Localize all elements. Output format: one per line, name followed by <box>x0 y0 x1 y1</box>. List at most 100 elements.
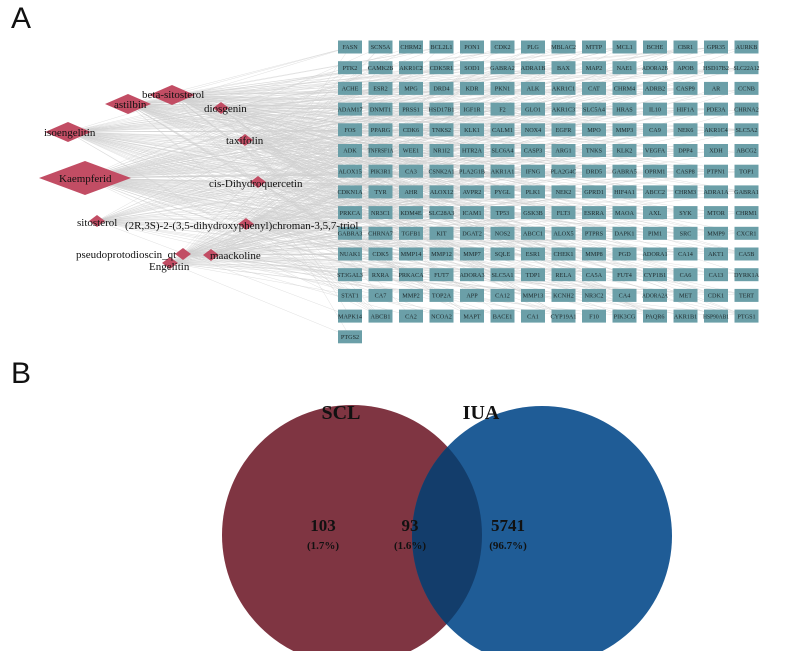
gene-node: KLK2 <box>612 144 637 157</box>
network-edge <box>169 88 442 264</box>
gene-node: AKR1C3 <box>551 102 576 116</box>
gene-node: AKR1A1 <box>490 164 515 178</box>
gene-label: SLC28A3 <box>429 210 455 217</box>
gene-node-box <box>521 309 545 323</box>
gene-node: TNKS <box>582 144 606 157</box>
gene-label: AURKB <box>736 44 758 51</box>
gene-node: MAP2 <box>582 61 606 75</box>
gene-node: FLT3 <box>551 206 576 220</box>
gene-label: CA5A <box>586 272 603 279</box>
gene-node: AURKB <box>734 40 759 54</box>
gene-label: PPARG <box>371 127 391 134</box>
gene-node: FUT4 <box>612 268 637 282</box>
gene-label: AHR <box>404 189 418 196</box>
gene-node: CASP3 <box>521 144 545 157</box>
gene-node: VEGFA <box>643 144 667 157</box>
gene-node: DPP4 <box>673 144 698 157</box>
gene-node-box <box>399 164 423 178</box>
network-edge <box>96 220 351 317</box>
gene-node-box <box>338 185 362 199</box>
gene-label: EGFR <box>556 127 573 134</box>
gene-node-box <box>734 268 759 282</box>
gene-node: GPRD1 <box>582 185 606 199</box>
network-edge <box>84 108 625 179</box>
gene-label: KIT <box>436 231 447 238</box>
gene-node-box <box>551 81 576 95</box>
gene-node-box <box>643 40 667 54</box>
gene-node: CDKN1A <box>337 185 363 199</box>
gene-node-box <box>582 123 606 137</box>
gene-label: SLC5A1 <box>491 272 513 279</box>
gene-node: FOS <box>338 123 362 137</box>
gene-label: HSP90AB1 <box>703 313 729 320</box>
intersection-count: 93 <box>402 516 419 535</box>
gene-node: PAQR6 <box>643 309 667 323</box>
gene-node: AXL <box>643 206 667 220</box>
gene-node: RXRA <box>368 268 393 282</box>
gene-label: CHRM2 <box>400 44 421 51</box>
gene-node: TGFB1 <box>399 226 423 240</box>
gene-node-box <box>673 185 698 199</box>
gene-label: CBR1 <box>678 44 693 51</box>
gene-node-box <box>368 81 393 95</box>
network-edge <box>210 191 717 256</box>
gene-node-box <box>490 309 515 323</box>
scl-unique-count: 103 <box>310 516 336 535</box>
gene-node: CCNB <box>734 81 759 95</box>
gene-node-box <box>399 123 423 137</box>
network-edge <box>127 103 717 172</box>
gene-node-box <box>582 309 606 323</box>
gene-label: CA2 <box>405 313 417 320</box>
gene-node: CDK6 <box>399 123 423 137</box>
gene-node-box <box>673 288 698 302</box>
iua-unique-percent: (96.7%) <box>489 540 527 552</box>
gene-label: DYRK1A <box>734 272 760 279</box>
gene-label: ST3GAL3 <box>337 272 363 279</box>
gene-node: TYR <box>368 185 393 199</box>
gene-node: CHEK1 <box>551 247 576 261</box>
gene-node: CHRM2 <box>399 40 423 54</box>
gene-node-box <box>734 81 759 95</box>
gene-label: CA14 <box>678 251 693 258</box>
gene-node: MAPT <box>460 309 484 323</box>
gene-label: CCNB <box>738 86 755 93</box>
gene-node-box <box>704 40 728 54</box>
network-edge <box>96 220 564 255</box>
gene-label: SLC6A4 <box>491 148 513 155</box>
gene-node: CA2 <box>399 309 423 323</box>
gene-label: ADRA1A <box>703 189 729 196</box>
gene-label: CXCR1 <box>737 231 757 238</box>
gene-node-box <box>612 206 637 220</box>
gene-node-box <box>460 144 484 157</box>
gene-label: ABCG2 <box>736 148 756 155</box>
gene-label: CA12 <box>495 293 510 300</box>
gene-label: ADRA1B <box>521 65 546 72</box>
gene-node: GSK3B <box>521 206 545 220</box>
gene-node-box <box>612 185 637 199</box>
venn-diagram: SCL IUA 103 (1.7%) 93 (1.6%) 5741 (96.7%… <box>222 402 672 651</box>
gene-label: CDK6 <box>403 127 419 134</box>
gene-label: PGD <box>618 251 631 258</box>
gene-node-box <box>338 123 362 137</box>
gene-node-box <box>368 309 393 323</box>
gene-label: KDR <box>465 86 479 93</box>
network-edge <box>84 129 381 179</box>
network-edge <box>182 129 442 255</box>
gene-label: CHRNA2 <box>734 106 759 113</box>
network-edge <box>210 170 381 256</box>
network-edge <box>84 177 381 193</box>
gene-node: HIF1A <box>673 102 698 116</box>
gene-node-box <box>338 61 362 75</box>
gene-label: XDH <box>709 148 723 155</box>
network-edge <box>169 191 442 264</box>
gene-node-box <box>734 144 759 157</box>
gene-label: MET <box>679 293 692 300</box>
network-edge <box>210 254 686 275</box>
gene-node: SLC5A4 <box>582 102 606 116</box>
gene-label: CHRM3 <box>675 189 696 196</box>
network-edge <box>67 131 442 296</box>
network-edge <box>220 46 564 109</box>
gene-node-box <box>673 164 698 178</box>
gene-node: HSP90AB1 <box>703 309 729 323</box>
gene-node: CA3 <box>399 164 423 178</box>
